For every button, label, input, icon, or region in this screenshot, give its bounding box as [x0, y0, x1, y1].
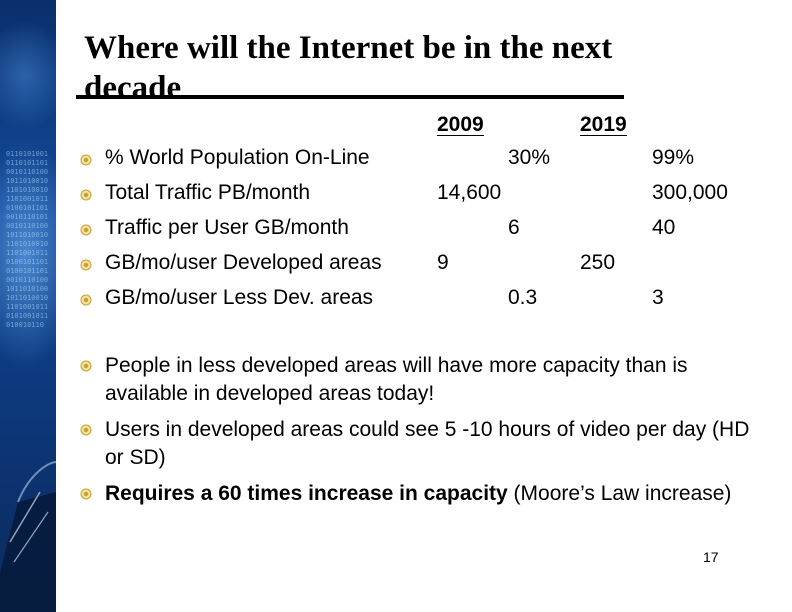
value-2019: 250	[580, 251, 616, 274]
row-label: GB/mo/user Less Dev. areas	[105, 286, 374, 309]
sidebar-glow	[0, 140, 56, 370]
sun-bullet-icon	[80, 424, 92, 436]
row-label: Traffic per User GB/month	[105, 216, 349, 239]
satellite-dish-icon	[0, 461, 56, 612]
row-label: GB/mo/user Developed areas	[105, 251, 382, 274]
sun-bullet-icon	[80, 189, 92, 201]
title-underline	[76, 95, 624, 99]
bullet-text: Users in developed areas could see 5 -10…	[105, 418, 750, 469]
bullet-text: Requires a 60 times increase in capacity…	[105, 480, 760, 508]
value-2009: 6	[508, 216, 520, 239]
slide-title: Where will the Internet be in the next d…	[84, 30, 613, 106]
bullet-normal-text: (Moore’s Law increase)	[507, 482, 732, 505]
sun-bullet-icon	[80, 224, 92, 236]
value-2019: 99%	[652, 146, 695, 169]
value-2019: 40	[652, 216, 676, 239]
value-2009: 0.3	[508, 286, 538, 309]
year-header-2019: 2019	[580, 113, 627, 136]
decorative-sidebar: 0110101001011010110100101101001011010010…	[0, 0, 56, 612]
value-2009: 30%	[508, 146, 551, 169]
sun-bullet-icon	[80, 488, 92, 500]
bullet-text: People in less developed areas will have…	[105, 354, 688, 405]
value-2019: 300,000	[652, 181, 728, 204]
sidebar-glow-top	[0, 20, 56, 130]
row-label: Total Traffic PB/month	[105, 181, 311, 204]
page-number: 17	[703, 549, 719, 565]
binary-digits-decoration: 0110101001011010110100101101001011010010…	[6, 150, 49, 329]
value-2009: 14,600	[437, 181, 502, 204]
table-row: Traffic per User GB/month 6 40	[0, 216, 792, 246]
value-2009: 9	[437, 251, 449, 274]
sun-bullet-icon	[80, 294, 92, 306]
bullet-bold-text: Requires a 60 times increase in capacity	[105, 482, 508, 505]
sun-bullet-icon	[80, 360, 92, 372]
row-label: % World Population On-Line	[105, 146, 370, 169]
table-row: % World Population On-Line 30% 99%	[0, 146, 792, 176]
table-row: GB/mo/user Less Dev. areas 0.3 3	[0, 286, 792, 316]
sun-bullet-icon	[80, 154, 92, 166]
value-2019: 3	[652, 286, 664, 309]
year-header-2009: 2009	[437, 113, 484, 136]
table-row: Total Traffic PB/month 14,600 300,000	[0, 181, 792, 211]
table-row: GB/mo/user Developed areas 9 250	[0, 251, 792, 281]
sun-bullet-icon	[80, 259, 92, 271]
